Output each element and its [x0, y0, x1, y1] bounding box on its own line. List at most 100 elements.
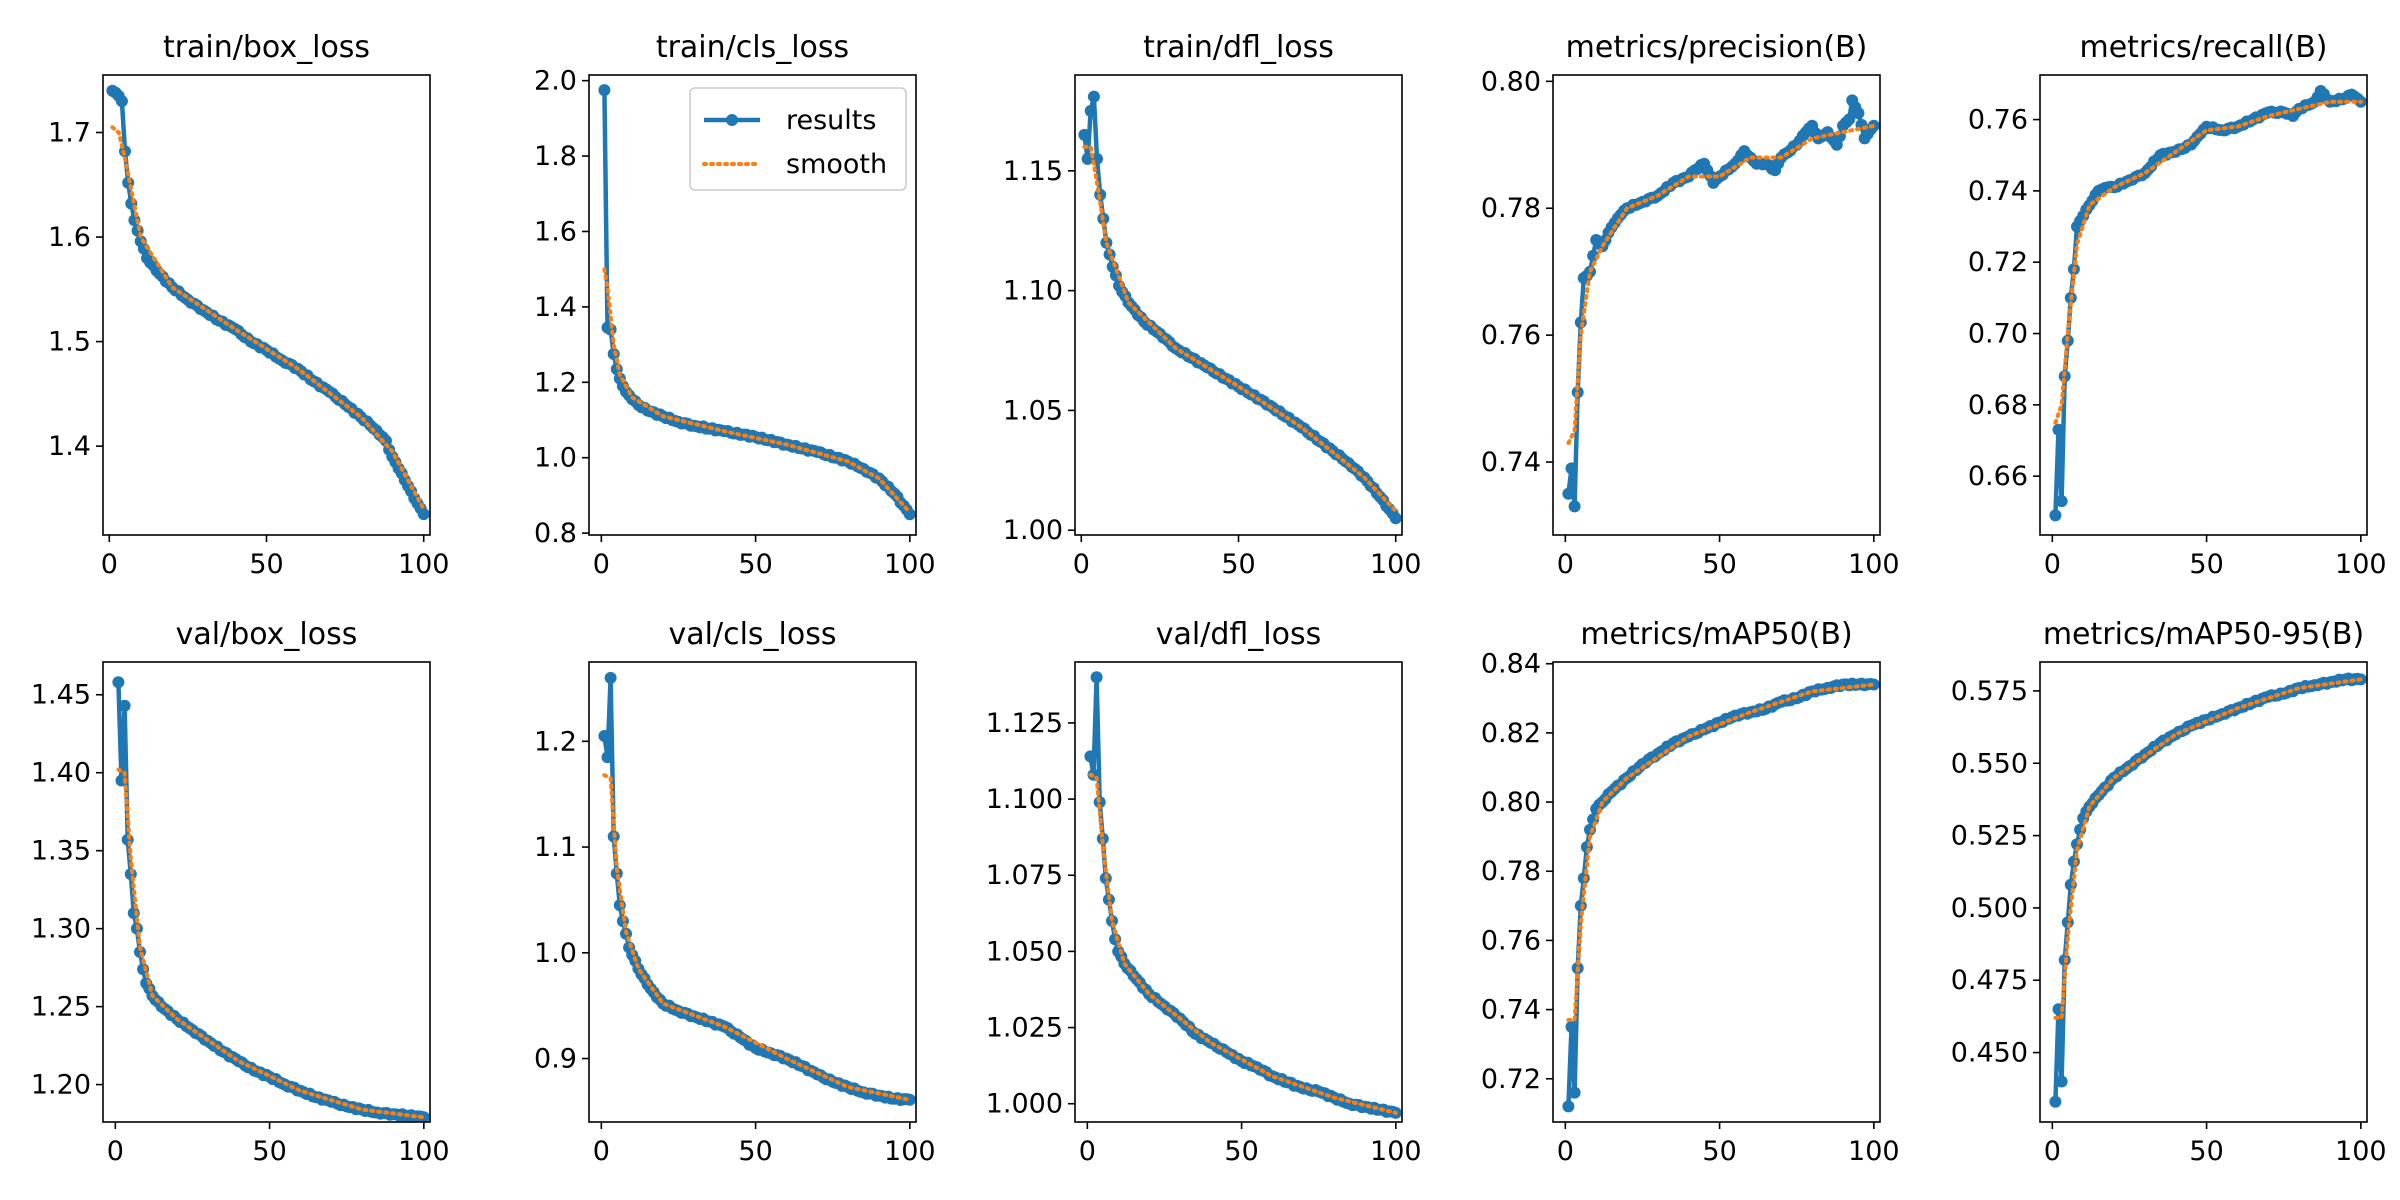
y-tick-label: 0.9: [534, 1044, 577, 1075]
subplot-title: val/box_loss: [176, 617, 358, 652]
y-tick-label: 0.500: [1951, 893, 2028, 924]
subplot-4: metrics/recall(B) 0 50 100 0.66 0.68 0.70 0.72 0…: [1968, 30, 2387, 580]
y-tick-label: 0.575: [1951, 676, 2028, 707]
x-tick-label: 50: [1702, 1136, 1736, 1167]
x-tick-label: 100: [398, 549, 450, 580]
x-tick-label: 0: [1557, 1136, 1574, 1167]
x-tick-label: 0: [2044, 1136, 2061, 1167]
x-tick-label: 0: [593, 549, 610, 580]
y-tick-label: 1.000: [986, 1089, 1063, 1120]
results-point: [1389, 512, 1402, 525]
results-point: [1568, 1086, 1581, 1099]
y-tick-label: 0.72: [1968, 247, 2028, 278]
results-line: [111, 88, 426, 516]
y-tick-label: 1.4: [534, 292, 577, 323]
axes-frame: [588, 74, 917, 536]
subplot-6: val/cls_loss 0 50 100 0.9 1.0 1.1 1.2: [534, 617, 936, 1167]
y-tick-label: 1.25: [31, 992, 91, 1023]
results-point: [1078, 128, 1091, 141]
results-line: [1566, 681, 1875, 1107]
results-point: [598, 84, 611, 97]
subplot-1: train/cls_loss 0 50 100 0.8 1.0 1.2 1.4 1.6 1.8 2.…: [534, 30, 936, 580]
y-tick-label: 1.45: [31, 680, 91, 711]
y-tick-label: 0.70: [1968, 319, 2028, 350]
y-tick-label: 1.1: [534, 832, 577, 863]
smooth-line: [602, 267, 912, 515]
results-point: [601, 751, 614, 764]
y-tick-label: 1.100: [986, 784, 1063, 815]
y-tick-label: 1.40: [31, 758, 91, 789]
results-point: [417, 508, 430, 521]
subplot-title: metrics/mAP50-95(B): [2043, 617, 2364, 652]
results-series: [2049, 672, 2367, 1108]
smooth-line: [602, 773, 912, 1102]
results-line: [2053, 676, 2362, 1102]
y-tick-label: 1.6: [48, 222, 91, 253]
y-tick-label: 1.8: [534, 141, 577, 172]
y-tick-label: 1.075: [986, 860, 1063, 891]
smooth-line: [1566, 682, 1876, 1022]
results-point: [1843, 113, 1856, 126]
y-tick-label: 1.050: [986, 936, 1063, 967]
x-tick-label: 50: [738, 549, 772, 580]
subplot-title: train/cls_loss: [656, 30, 849, 65]
x-tick-label: 0: [1073, 549, 1090, 580]
y-tick-label: 1.2: [534, 367, 577, 398]
results-point: [1084, 750, 1097, 763]
x-tick-label: 50: [1702, 549, 1736, 580]
y-tick-label: 0.78: [1481, 856, 1541, 887]
legend-results-marker: [726, 114, 738, 126]
y-tick-label: 0.550: [1951, 748, 2028, 779]
results-series: [1562, 94, 1880, 513]
y-tick-label: 1.125: [986, 708, 1063, 739]
x-tick-label: 50: [2189, 1136, 2223, 1167]
y-tick-label: 0.475: [1951, 965, 2028, 996]
results-series: [112, 676, 430, 1122]
smooth-line: [2053, 99, 2363, 425]
x-tick-label: 0: [107, 1136, 124, 1167]
y-tick-label: 1.15: [1003, 156, 1063, 187]
results-point: [1090, 671, 1103, 684]
results-point: [115, 95, 128, 108]
y-tick-label: 0.78: [1481, 193, 1541, 224]
results-series: [1562, 677, 1880, 1113]
axes-frame: [2039, 74, 2368, 536]
axes-frame: [588, 661, 917, 1123]
results-point: [1562, 1100, 1575, 1113]
results-series: [1084, 671, 1402, 1119]
results-point: [1852, 107, 1865, 120]
results-point: [1087, 90, 1100, 103]
y-tick-label: 0.74: [1968, 176, 2028, 207]
results-point: [1568, 500, 1581, 513]
y-tick-label: 1.6: [534, 216, 577, 247]
x-tick-label: 0: [1557, 549, 1574, 580]
smooth-line: [1566, 123, 1876, 445]
y-tick-label: 0.82: [1481, 718, 1541, 749]
y-tick-label: 0.76: [1968, 105, 2028, 136]
results-series: [106, 84, 430, 521]
results-point: [604, 671, 617, 684]
y-tick-label: 1.10: [1003, 276, 1063, 307]
subplot-title: metrics/precision(B): [1566, 30, 1868, 65]
y-tick-label: 0.76: [1481, 925, 1541, 956]
smooth-line: [110, 125, 426, 511]
legend-smooth-label: smooth: [786, 149, 887, 180]
results-point: [598, 730, 611, 742]
subplot-title: metrics/recall(B): [2079, 30, 2327, 65]
x-tick-label: 100: [1370, 1136, 1422, 1167]
results-point: [2049, 509, 2062, 522]
y-tick-label: 0.76: [1481, 320, 1541, 351]
y-tick-label: 0.74: [1481, 447, 1541, 478]
y-tick-label: 1.05: [1003, 395, 1063, 426]
y-tick-label: 0.8: [534, 518, 577, 549]
results-series: [2049, 85, 2367, 522]
results-line: [1088, 674, 1397, 1116]
axes-frame: [2039, 661, 2368, 1123]
subplot-7: val/dfl_loss 0 50 100 1.000 1.025 1.050 1.075 1.…: [986, 617, 1422, 1167]
subplot-title: train/dfl_loss: [1143, 30, 1334, 65]
y-tick-label: 0.74: [1481, 995, 1541, 1026]
x-tick-label: 100: [398, 1136, 450, 1167]
y-tick-label: 1.00: [1003, 515, 1063, 546]
x-tick-label: 100: [2335, 1136, 2387, 1167]
